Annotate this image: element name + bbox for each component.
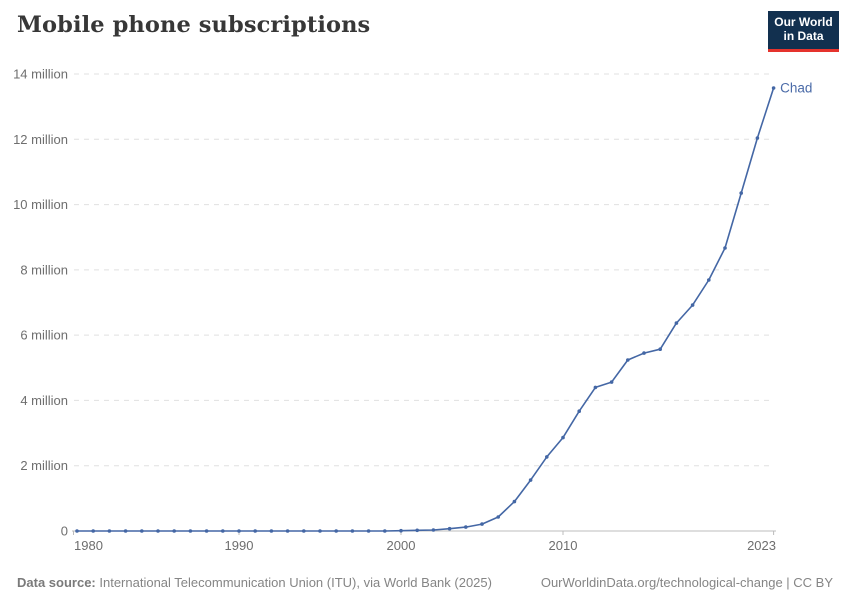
data-point[interactable] bbox=[366, 529, 371, 533]
data-point[interactable] bbox=[302, 529, 306, 533]
data-point[interactable] bbox=[496, 515, 501, 519]
data-point[interactable] bbox=[253, 529, 257, 533]
series-entity-label[interactable]: Chad bbox=[780, 81, 812, 96]
y-axis-tick-label: 10 million bbox=[13, 197, 68, 212]
data-point[interactable] bbox=[545, 455, 549, 459]
data-point[interactable] bbox=[75, 529, 79, 533]
y-axis-tick-label: 8 million bbox=[20, 262, 68, 277]
data-point[interactable] bbox=[609, 380, 614, 384]
y-axis-tick-label: 0 bbox=[61, 524, 68, 539]
data-point[interactable] bbox=[771, 86, 776, 90]
trend-line[interactable] bbox=[76, 87, 775, 532]
data-point[interactable] bbox=[528, 478, 533, 482]
x-axis-tick-label: 2000 bbox=[387, 538, 416, 553]
data-point[interactable] bbox=[285, 529, 290, 533]
data-point[interactable] bbox=[237, 529, 241, 533]
data-point[interactable] bbox=[674, 321, 679, 325]
y-axis-tick-label: 14 million bbox=[13, 67, 68, 82]
x-axis-tick-label: 2010 bbox=[549, 538, 578, 553]
data-point[interactable] bbox=[91, 529, 95, 533]
logo-line-1: Our World bbox=[774, 15, 833, 30]
data-point[interactable] bbox=[350, 529, 355, 533]
data-point[interactable] bbox=[512, 499, 517, 504]
data-source-label: Data source: bbox=[17, 575, 96, 590]
data-point[interactable] bbox=[415, 528, 420, 533]
data-point[interactable] bbox=[334, 529, 339, 533]
logo-line-2: in Data bbox=[783, 29, 824, 43]
license-link[interactable]: OurWorldinData.org/technological-change … bbox=[540, 575, 833, 590]
data-point[interactable] bbox=[658, 347, 662, 352]
data-point[interactable] bbox=[156, 529, 160, 533]
x-axis-tick-label: 1980 bbox=[74, 538, 103, 553]
data-point[interactable] bbox=[221, 529, 225, 533]
data-point[interactable] bbox=[447, 526, 452, 531]
data-point[interactable] bbox=[172, 529, 176, 533]
data-point[interactable] bbox=[318, 529, 322, 533]
y-axis-tick-label: 2 million bbox=[20, 458, 68, 473]
data-point[interactable] bbox=[690, 303, 695, 307]
x-axis-tick-label: 2023 bbox=[747, 538, 776, 553]
data-point[interactable] bbox=[188, 529, 193, 533]
data-point[interactable] bbox=[204, 529, 209, 533]
x-axis-tick-label: 1990 bbox=[225, 538, 254, 553]
data-point[interactable] bbox=[123, 529, 128, 533]
owid-logo[interactable]: Our World in Data bbox=[768, 11, 839, 52]
data-point[interactable] bbox=[561, 435, 565, 440]
data-point[interactable] bbox=[464, 525, 468, 529]
y-axis-tick-label: 4 million bbox=[20, 393, 68, 408]
data-point[interactable] bbox=[642, 351, 646, 355]
data-point[interactable] bbox=[577, 409, 581, 414]
data-point[interactable] bbox=[431, 528, 436, 532]
data-source-line: Data source: International Telecommunica… bbox=[17, 575, 492, 590]
data-point[interactable] bbox=[480, 522, 484, 526]
data-point[interactable] bbox=[140, 529, 144, 533]
y-axis-tick-label: 12 million bbox=[13, 132, 68, 147]
y-axis-tick-label: 6 million bbox=[20, 328, 68, 343]
data-point[interactable] bbox=[593, 385, 598, 390]
data-source-text: International Telecommunication Union (I… bbox=[99, 575, 492, 590]
data-point[interactable] bbox=[755, 136, 760, 140]
chart-footer: Data source: International Telecommunica… bbox=[0, 575, 850, 590]
data-point[interactable] bbox=[383, 529, 387, 533]
data-point[interactable] bbox=[399, 528, 403, 533]
data-point[interactable] bbox=[707, 278, 711, 282]
data-point[interactable] bbox=[269, 529, 274, 533]
data-point[interactable] bbox=[107, 529, 112, 533]
data-point[interactable] bbox=[626, 358, 630, 362]
data-point[interactable] bbox=[739, 191, 743, 195]
page-title: Mobile phone subscriptions bbox=[17, 12, 371, 38]
data-point[interactable] bbox=[723, 246, 727, 250]
